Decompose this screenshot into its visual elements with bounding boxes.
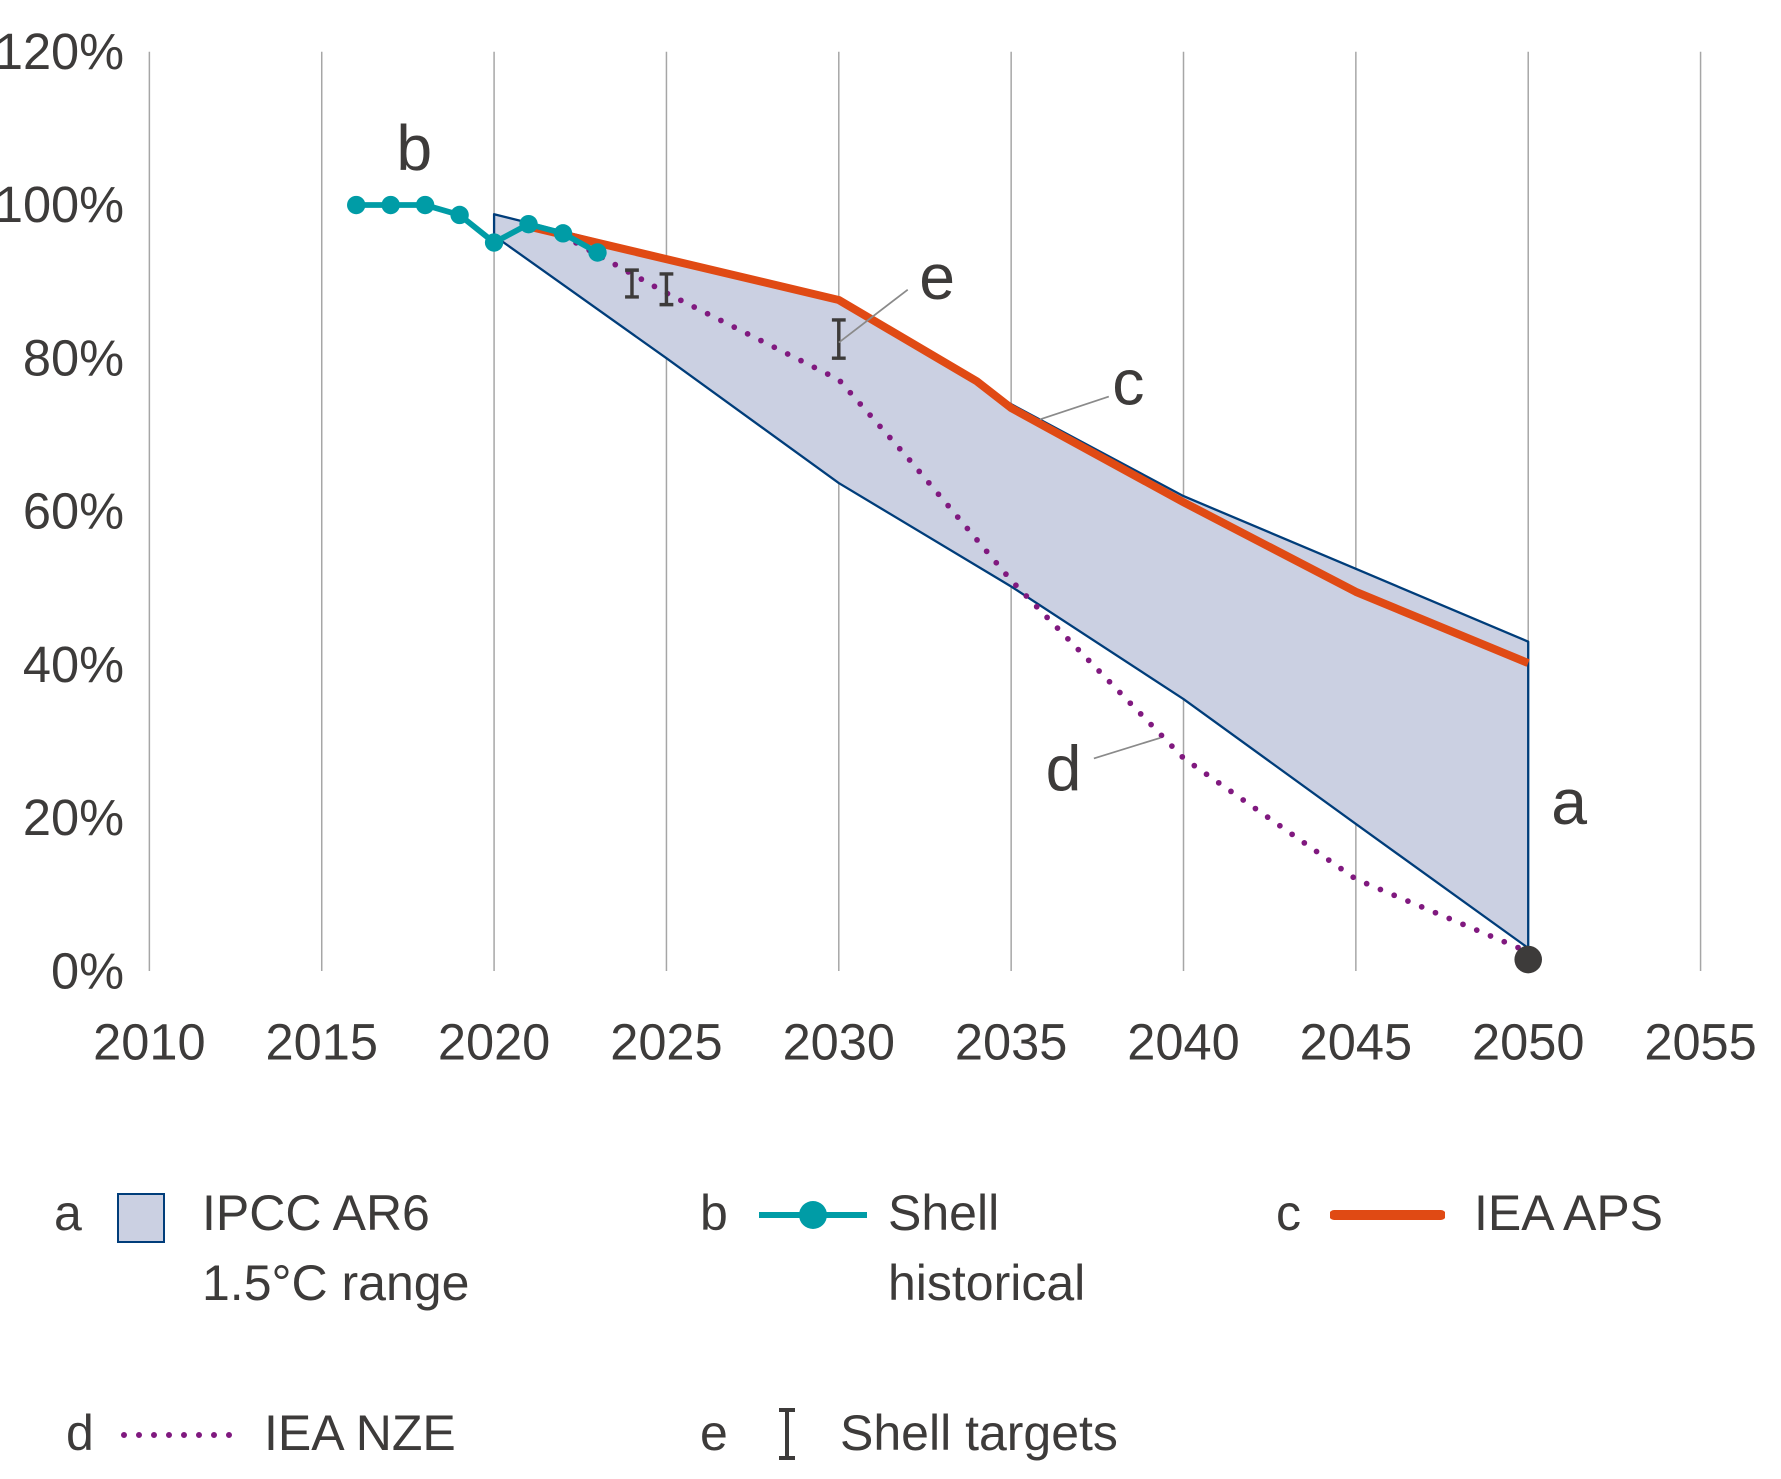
y-tick-label: 20% (23, 789, 124, 846)
legend-label-b-line1: Shell (888, 1185, 1000, 1241)
annotation-d: d (1046, 733, 1082, 805)
leader-line-c (1039, 395, 1110, 421)
legend-label-a-line2: 1.5°C range (202, 1255, 470, 1311)
plot-marks (347, 195, 1543, 974)
legend-key-b: b (700, 1185, 728, 1241)
shell-historical-point (347, 195, 366, 215)
shell-historical-point (381, 195, 400, 215)
x-tick-label: 2055 (1644, 1014, 1756, 1071)
y-tick-label: 120% (0, 23, 124, 80)
shell-historical-point (415, 195, 435, 215)
annotation-b: b (396, 112, 432, 184)
legend-dotted-line-icon (121, 1432, 233, 1438)
legend-label-d: IEA NZE (264, 1405, 456, 1461)
shell-target-range (831, 318, 846, 360)
x-axis-ticks: 2010 2015 2020 2025 2030 2035 2040 2045 2050 2055 (93, 1014, 1757, 1071)
leader-line-e (838, 288, 909, 344)
x-tick-label: 2025 (610, 1014, 722, 1071)
x-tick-label: 2010 (93, 1014, 205, 1071)
y-tick-label: 40% (23, 636, 124, 693)
legend-label-e: Shell targets (840, 1405, 1118, 1461)
y-tick-label: 60% (23, 483, 124, 540)
y-tick-label: 100% (0, 176, 124, 233)
shell-historical-point (519, 214, 538, 234)
x-tick-label: 2050 (1472, 1014, 1584, 1071)
shell-target-range (659, 272, 674, 307)
leader-line-d (1093, 736, 1161, 760)
annotation-c: c (1112, 347, 1144, 419)
legend-key-e: e (700, 1405, 728, 1461)
legend-key-d: d (66, 1405, 94, 1461)
iea-aps-line (527, 222, 1530, 667)
shell-target-range (625, 268, 639, 299)
x-tick-label: 2035 (955, 1014, 1067, 1071)
y-tick-label: 0% (51, 942, 124, 999)
legend-key-c: c (1276, 1185, 1301, 1241)
x-tick-label: 2020 (438, 1014, 550, 1071)
y-axis-ticks: 0% 20% 40% 60% 80% 100% 120% (0, 23, 124, 999)
shell-historical-point (553, 224, 573, 243)
annotation-e: e (919, 241, 955, 313)
legend-key-a: a (54, 1185, 82, 1241)
shell-historical-point (588, 243, 607, 262)
legend-line-marker-icon (759, 1201, 867, 1229)
x-tick-label: 2040 (1127, 1014, 1239, 1071)
annotation-a: a (1551, 766, 1587, 838)
shell-historical-point (484, 233, 504, 252)
legend-target-range-icon (779, 1408, 795, 1460)
legend-label-c: IEA APS (1474, 1185, 1664, 1241)
legend-label-b-line2: historical (888, 1255, 1086, 1311)
annotations: b e c d a (396, 112, 1587, 838)
legend-line-icon (1330, 1210, 1445, 1220)
x-tick-label: 2015 (266, 1014, 378, 1071)
legend-label-a-line1: IPCC AR6 (202, 1185, 430, 1241)
legend-swatch-range (117, 1193, 165, 1243)
y-tick-label: 80% (23, 329, 124, 386)
shell-historical-point (450, 205, 469, 225)
net-zero-endpoint-marker (1514, 945, 1543, 974)
x-tick-label: 2030 (783, 1014, 895, 1071)
x-tick-label: 2045 (1300, 1014, 1412, 1071)
